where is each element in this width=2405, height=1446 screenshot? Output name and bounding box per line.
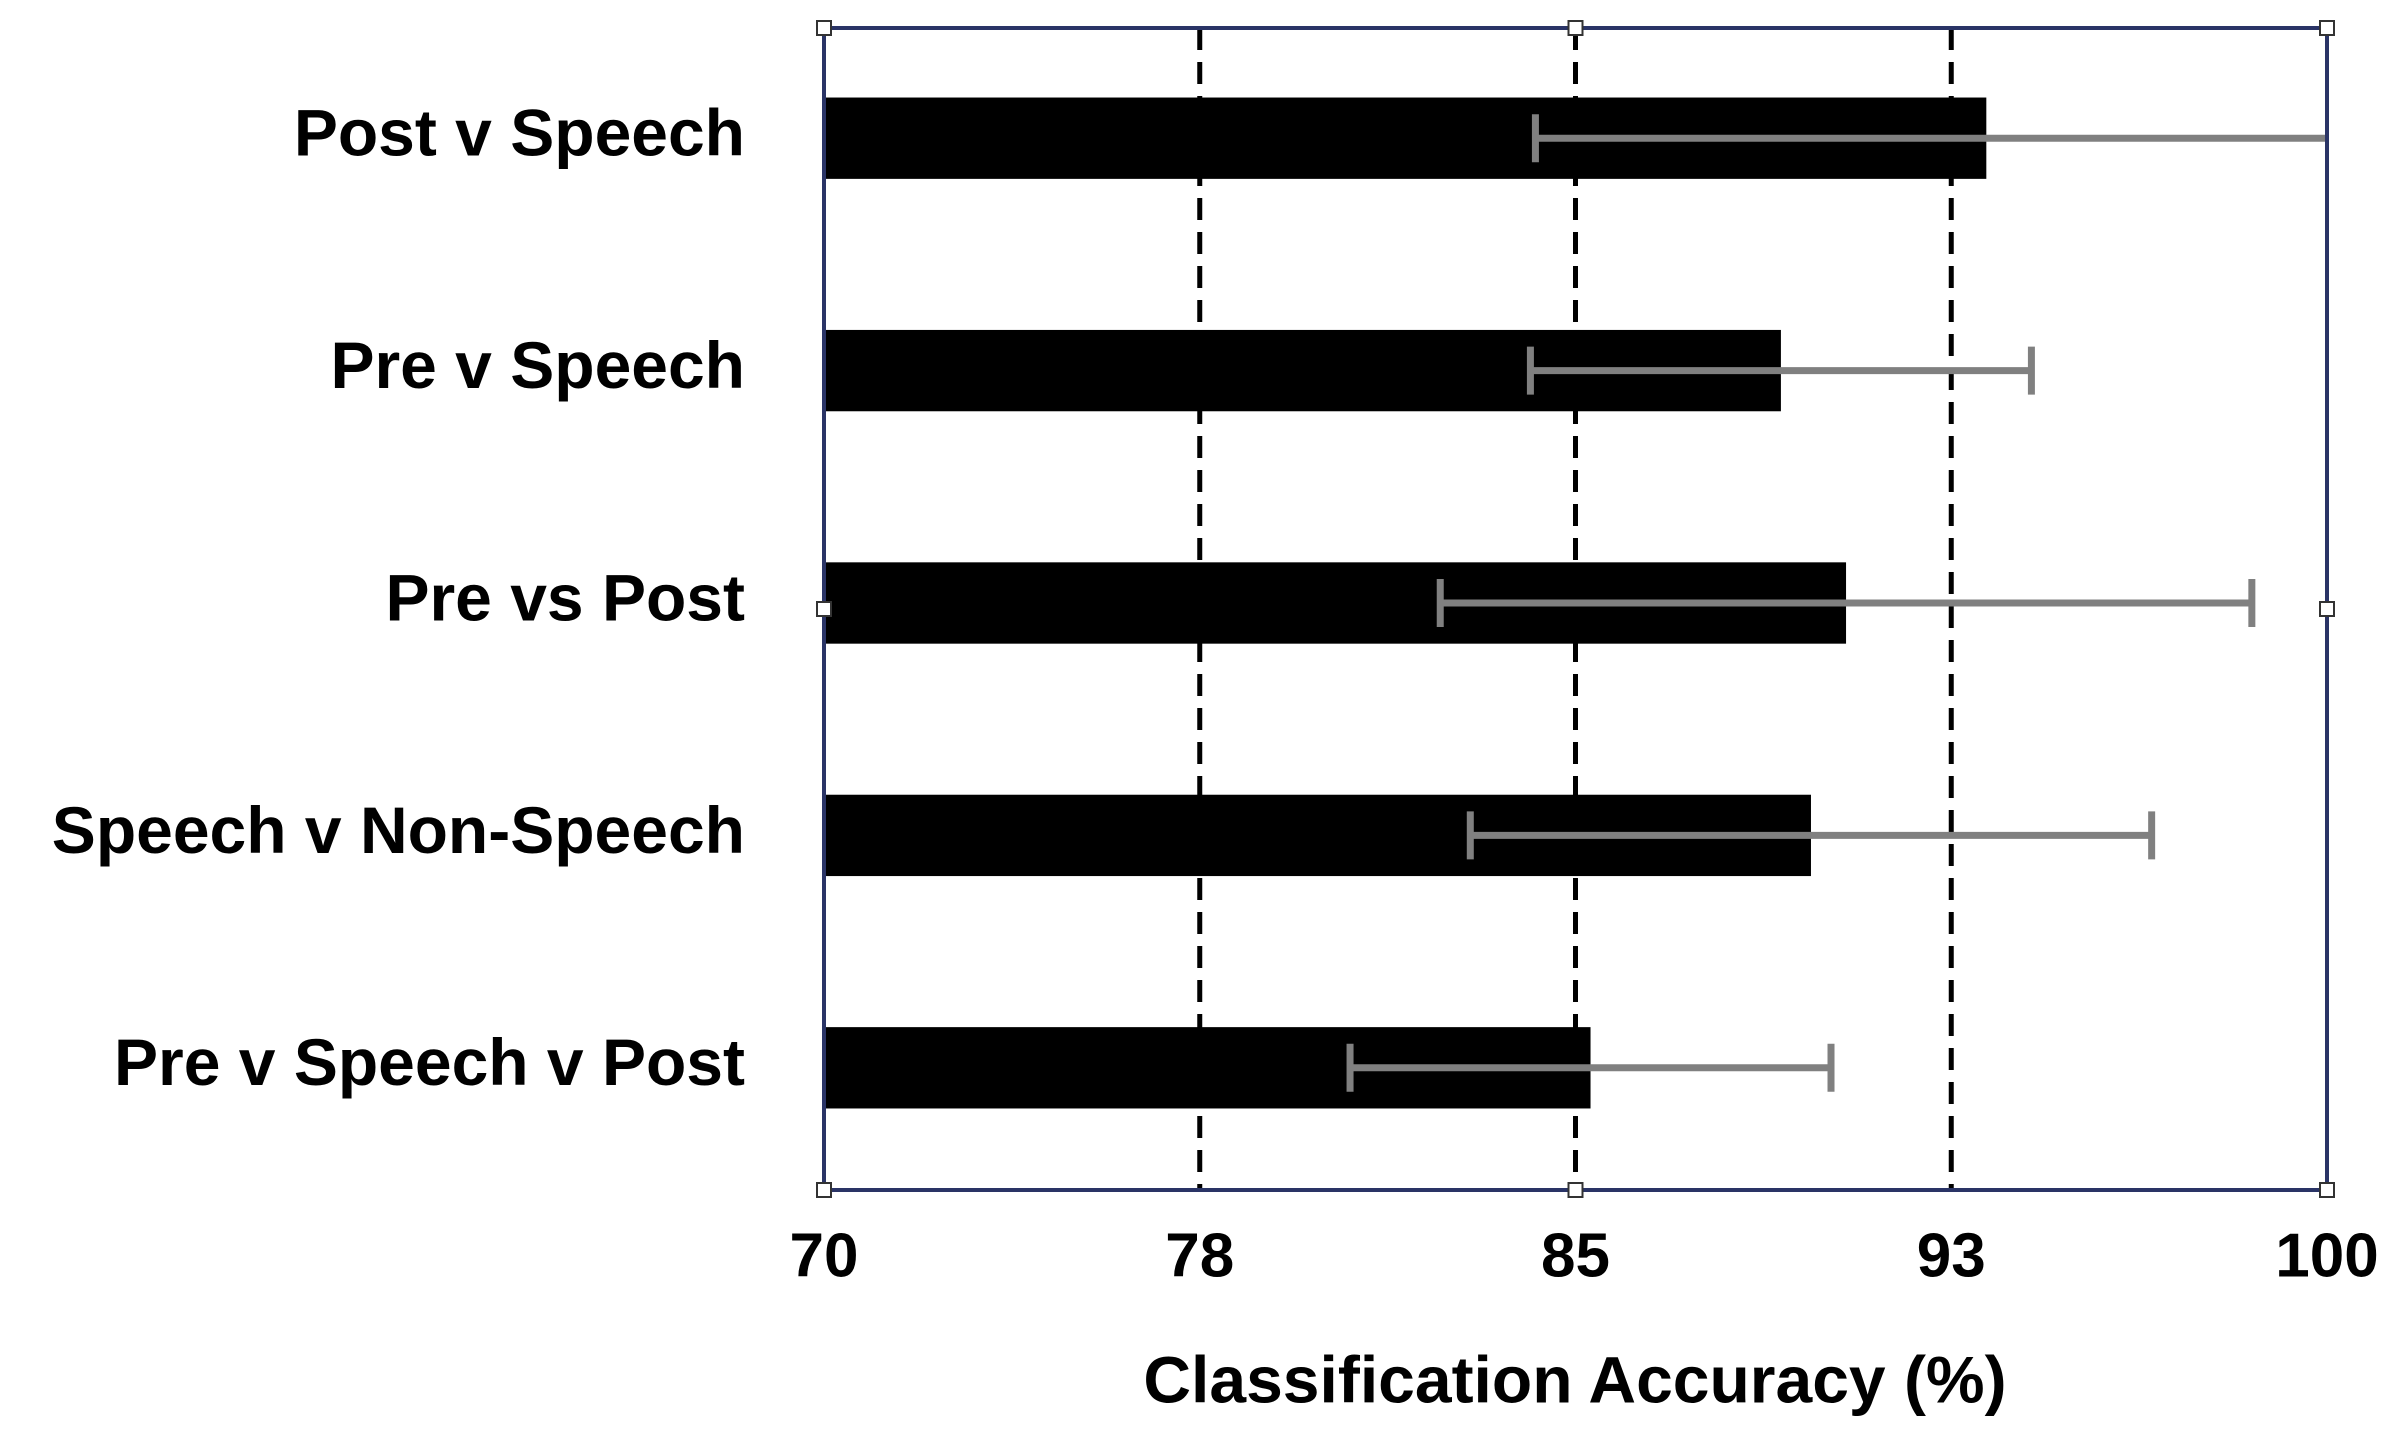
error-bar — [1526, 346, 2035, 395]
x-tick-label: 93 — [1917, 1221, 1986, 1290]
y-tick-label: Pre v Speech v Post — [114, 1025, 745, 1099]
selection-handle — [816, 20, 832, 36]
error-bar — [1346, 1043, 1835, 1092]
x-axis-title: Classification Accuracy (%) — [1143, 1342, 2006, 1416]
x-tick-label: 78 — [1165, 1221, 1234, 1290]
x-tick-label: 85 — [1541, 1221, 1610, 1290]
error-bar — [1466, 811, 2156, 860]
x-tick-label: 100 — [2275, 1221, 2378, 1290]
y-tick-label: Pre v Speech — [330, 328, 745, 402]
y-tick-label: Post v Speech — [294, 96, 745, 170]
x-tick-label: 70 — [790, 1221, 859, 1290]
y-tick-label: Pre vs Post — [385, 560, 745, 634]
selection-handle — [816, 601, 832, 617]
selection-handle — [1567, 20, 1584, 36]
selection-handle — [2319, 20, 2335, 36]
plot-area — [824, 97, 2327, 1109]
selection-handle — [816, 1182, 832, 1198]
y-tick-label: Speech v Non-Speech — [52, 793, 745, 867]
error-bar — [1436, 579, 2256, 627]
selection-handle — [2319, 1182, 2335, 1198]
selection-handle — [1567, 1182, 1584, 1198]
error-bar — [1531, 114, 2327, 163]
selection-handle — [2319, 601, 2335, 617]
